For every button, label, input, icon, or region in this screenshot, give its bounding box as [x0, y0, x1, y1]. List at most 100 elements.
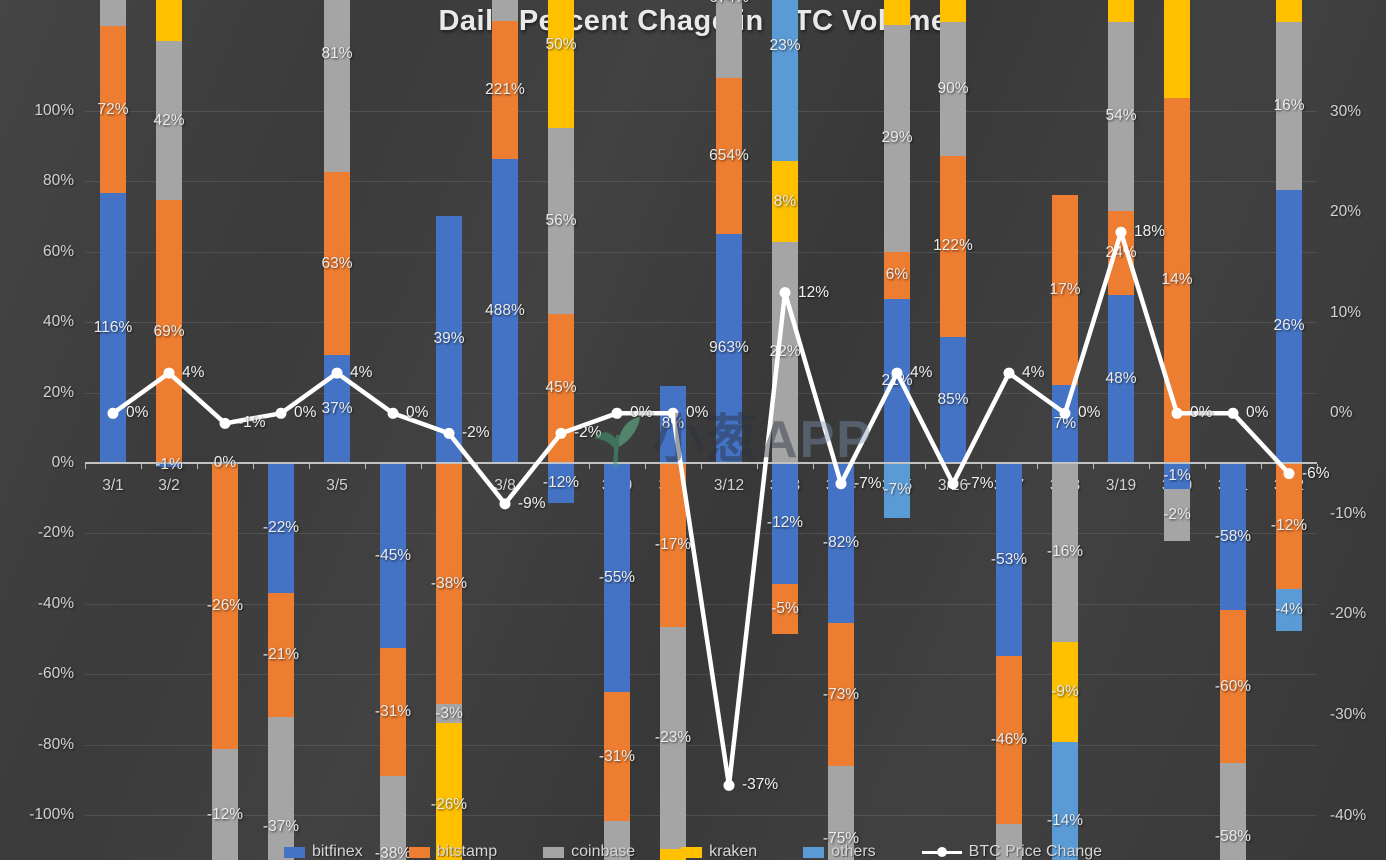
bar-segment-kraken	[1164, 0, 1190, 98]
data-label-bitstamp: -31%	[598, 747, 636, 765]
bar-segment-coinbase	[1052, 463, 1078, 642]
line-marker	[555, 427, 567, 439]
data-label-bitfinex: -58%	[1214, 527, 1252, 545]
line-data-label: -7%	[966, 474, 994, 492]
line-data-label: 0%	[1078, 404, 1101, 422]
line-data-label: -7%	[854, 474, 882, 492]
bar-segment-bitfinex	[604, 463, 630, 693]
bar-segment-others	[884, 463, 910, 518]
bar-segment-bitstamp	[660, 463, 686, 627]
data-label-bitfinex: 488%	[485, 301, 525, 319]
data-label-coinbase: -3%	[435, 704, 463, 722]
legend-item-kraken: kraken	[681, 843, 757, 860]
line-data-label: 0%	[1246, 404, 1269, 422]
bar-segment-bitstamp	[436, 463, 462, 704]
right-axis-tick-label: 10%	[1330, 303, 1362, 321]
data-label-kraken: 50%	[545, 35, 577, 53]
data-label-coinbase: 674%	[709, 0, 749, 7]
data-label-bitfinex: 37%	[321, 400, 353, 418]
axis-tick-mark	[981, 464, 982, 469]
data-label-bitfinex: -82%	[822, 534, 860, 552]
data-label-bitfinex: -1%	[155, 455, 183, 473]
left-axis-tick-label: -80%	[37, 735, 74, 753]
bar-segment-bitfinex	[436, 215, 462, 463]
bar-segment-coinbase	[1220, 762, 1246, 860]
x-axis-date-label: 3/12	[713, 477, 745, 494]
axis-tick-mark	[421, 464, 422, 469]
data-label-coinbase: -58%	[1214, 827, 1252, 845]
bar-segment-bitfinex	[492, 158, 518, 463]
line-data-label: -2%	[574, 424, 602, 442]
data-label-bitstamp: 17%	[1049, 280, 1081, 298]
data-label-coinbase: 42%	[153, 111, 185, 129]
data-label-bitstamp: -46%	[990, 731, 1028, 749]
legend-label: bitfinex	[311, 843, 363, 860]
bar-segment-bitfinex	[548, 463, 574, 503]
legend-item-bitstamp: bitstamp	[408, 843, 497, 860]
axis-tick-mark	[701, 464, 702, 469]
line-data-label: 4%	[182, 364, 205, 382]
bar-segment-kraken	[156, 0, 182, 41]
bar-segment-bitfinex	[940, 336, 966, 463]
data-label-kraken: 8%	[773, 192, 797, 210]
data-label-bitstamp: -38%	[430, 574, 468, 592]
bar-segment-coinbase	[436, 704, 462, 724]
legend-swatch-icon	[681, 846, 703, 858]
legend-label: kraken	[709, 843, 758, 860]
left-axis-tick-label: -40%	[37, 594, 74, 612]
data-label-bitstamp: -73%	[822, 685, 860, 703]
line-marker	[443, 427, 455, 439]
line-data-label: 0%	[126, 404, 149, 422]
line-marker	[219, 417, 231, 429]
line-marker	[1059, 407, 1071, 419]
bar-segment-coinbase	[548, 127, 574, 314]
left-axis-tick-label: 20%	[42, 383, 74, 401]
bar-segment-kraken	[436, 723, 462, 860]
bar-segment-bitstamp	[716, 78, 742, 234]
line-data-label: 18%	[1134, 223, 1166, 241]
right-axis-tick-label: -10%	[1330, 504, 1367, 522]
bar-segment-bitstamp	[772, 583, 798, 634]
data-label-coinbase: 54%	[1105, 107, 1137, 125]
left-axis-tick-label: 0%	[51, 454, 74, 471]
line-data-label: 0%	[294, 404, 317, 422]
bar-segment-others	[1276, 589, 1302, 632]
data-label-bitfinex: 7%	[1053, 414, 1077, 432]
data-label-bitstamp: 221%	[485, 81, 525, 99]
line-marker	[387, 407, 399, 419]
data-label-coinbase: -2%	[1163, 506, 1191, 524]
bar-segment-bitstamp	[884, 251, 910, 299]
x-axis-date-label: 3/8	[494, 477, 516, 494]
line-data-label: 4%	[350, 364, 373, 382]
bar-segment-coinbase	[492, 0, 518, 22]
line-marker	[1283, 468, 1295, 480]
line-marker	[723, 779, 735, 791]
data-label-coinbase: -16%	[1046, 543, 1084, 561]
line-data-label: 4%	[910, 364, 933, 382]
chart-legend: bitfinex bitstamp coinbase kraken others BTC …	[0, 843, 1386, 860]
axis-tick-mark	[365, 464, 366, 469]
data-label-bitfinex: -12%	[766, 514, 804, 532]
data-label-bitfinex: -1%	[1163, 467, 1191, 485]
data-label-coinbase: -23%	[654, 728, 692, 746]
legend-item-others: others	[803, 843, 876, 860]
bar-segment-kraken	[548, 0, 574, 128]
bar-segment-coinbase	[324, 0, 350, 173]
line-marker	[331, 367, 343, 379]
bar-segment-coinbase	[604, 821, 630, 860]
line-marker	[163, 367, 175, 379]
data-label-bitfinex: -22%	[262, 519, 300, 537]
line-marker	[499, 498, 511, 510]
gridline	[85, 815, 1317, 816]
axis-tick-mark	[925, 464, 926, 469]
right-axis-tick-label: -30%	[1330, 706, 1367, 723]
bar-segment-others	[1052, 742, 1078, 860]
bar-segment-kraken	[772, 161, 798, 242]
data-label-bitstamp: -5%	[771, 599, 799, 617]
left-axis-tick-label: 60%	[42, 242, 74, 260]
axis-tick-mark	[1261, 464, 1262, 469]
axis-tick-mark	[1205, 464, 1206, 469]
bar-segment-bitfinex	[828, 463, 854, 624]
line-data-label: 12%	[798, 283, 830, 301]
axis-tick-mark	[589, 464, 590, 469]
